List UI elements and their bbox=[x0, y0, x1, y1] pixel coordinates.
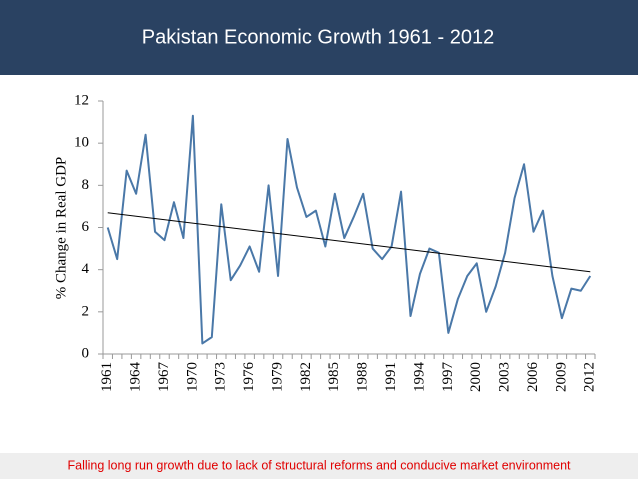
y-tick-label: 12 bbox=[74, 92, 89, 108]
x-tick-label: 1982 bbox=[298, 362, 314, 392]
x-tick-label: 1997 bbox=[440, 362, 456, 393]
x-tick-label: 1976 bbox=[241, 362, 257, 393]
x-tick-label: 1967 bbox=[156, 362, 172, 393]
x-tick-label: 2003 bbox=[497, 362, 513, 392]
y-tick-label: 4 bbox=[82, 261, 90, 277]
footer-note: Falling long run growth due to lack of s… bbox=[67, 458, 571, 472]
y-axis-label: % Change in Real GDP bbox=[53, 157, 69, 299]
y-tick-label: 6 bbox=[82, 219, 90, 235]
chart-title: Pakistan Economic Growth 1961 - 2012 bbox=[142, 26, 494, 48]
header-bar bbox=[0, 0, 638, 75]
x-tick-label: 1961 bbox=[99, 362, 115, 392]
y-tick-label: 2 bbox=[82, 303, 90, 319]
x-tick-label: 1991 bbox=[383, 362, 399, 392]
y-tick-label: 0 bbox=[82, 345, 90, 361]
x-tick-label: 1964 bbox=[128, 362, 144, 393]
footer-bar bbox=[0, 453, 638, 479]
x-tick-label: 1985 bbox=[326, 362, 342, 392]
y-tick-label: 8 bbox=[82, 177, 90, 193]
x-tick-label: 2012 bbox=[582, 362, 598, 392]
data-line bbox=[106, 114, 592, 345]
x-tick-label: 1979 bbox=[269, 362, 285, 392]
x-tick-label: 2006 bbox=[525, 362, 541, 393]
x-tick-label: 1988 bbox=[355, 362, 371, 392]
x-tick-label: 1994 bbox=[411, 362, 427, 393]
x-tick-label: 1973 bbox=[213, 362, 229, 392]
x-tick-label: 2000 bbox=[468, 362, 484, 392]
trend-line bbox=[107, 212, 591, 273]
x-tick-label: 2009 bbox=[553, 362, 569, 392]
y-tick-label: 10 bbox=[74, 135, 89, 151]
x-tick-label: 1970 bbox=[184, 362, 200, 392]
